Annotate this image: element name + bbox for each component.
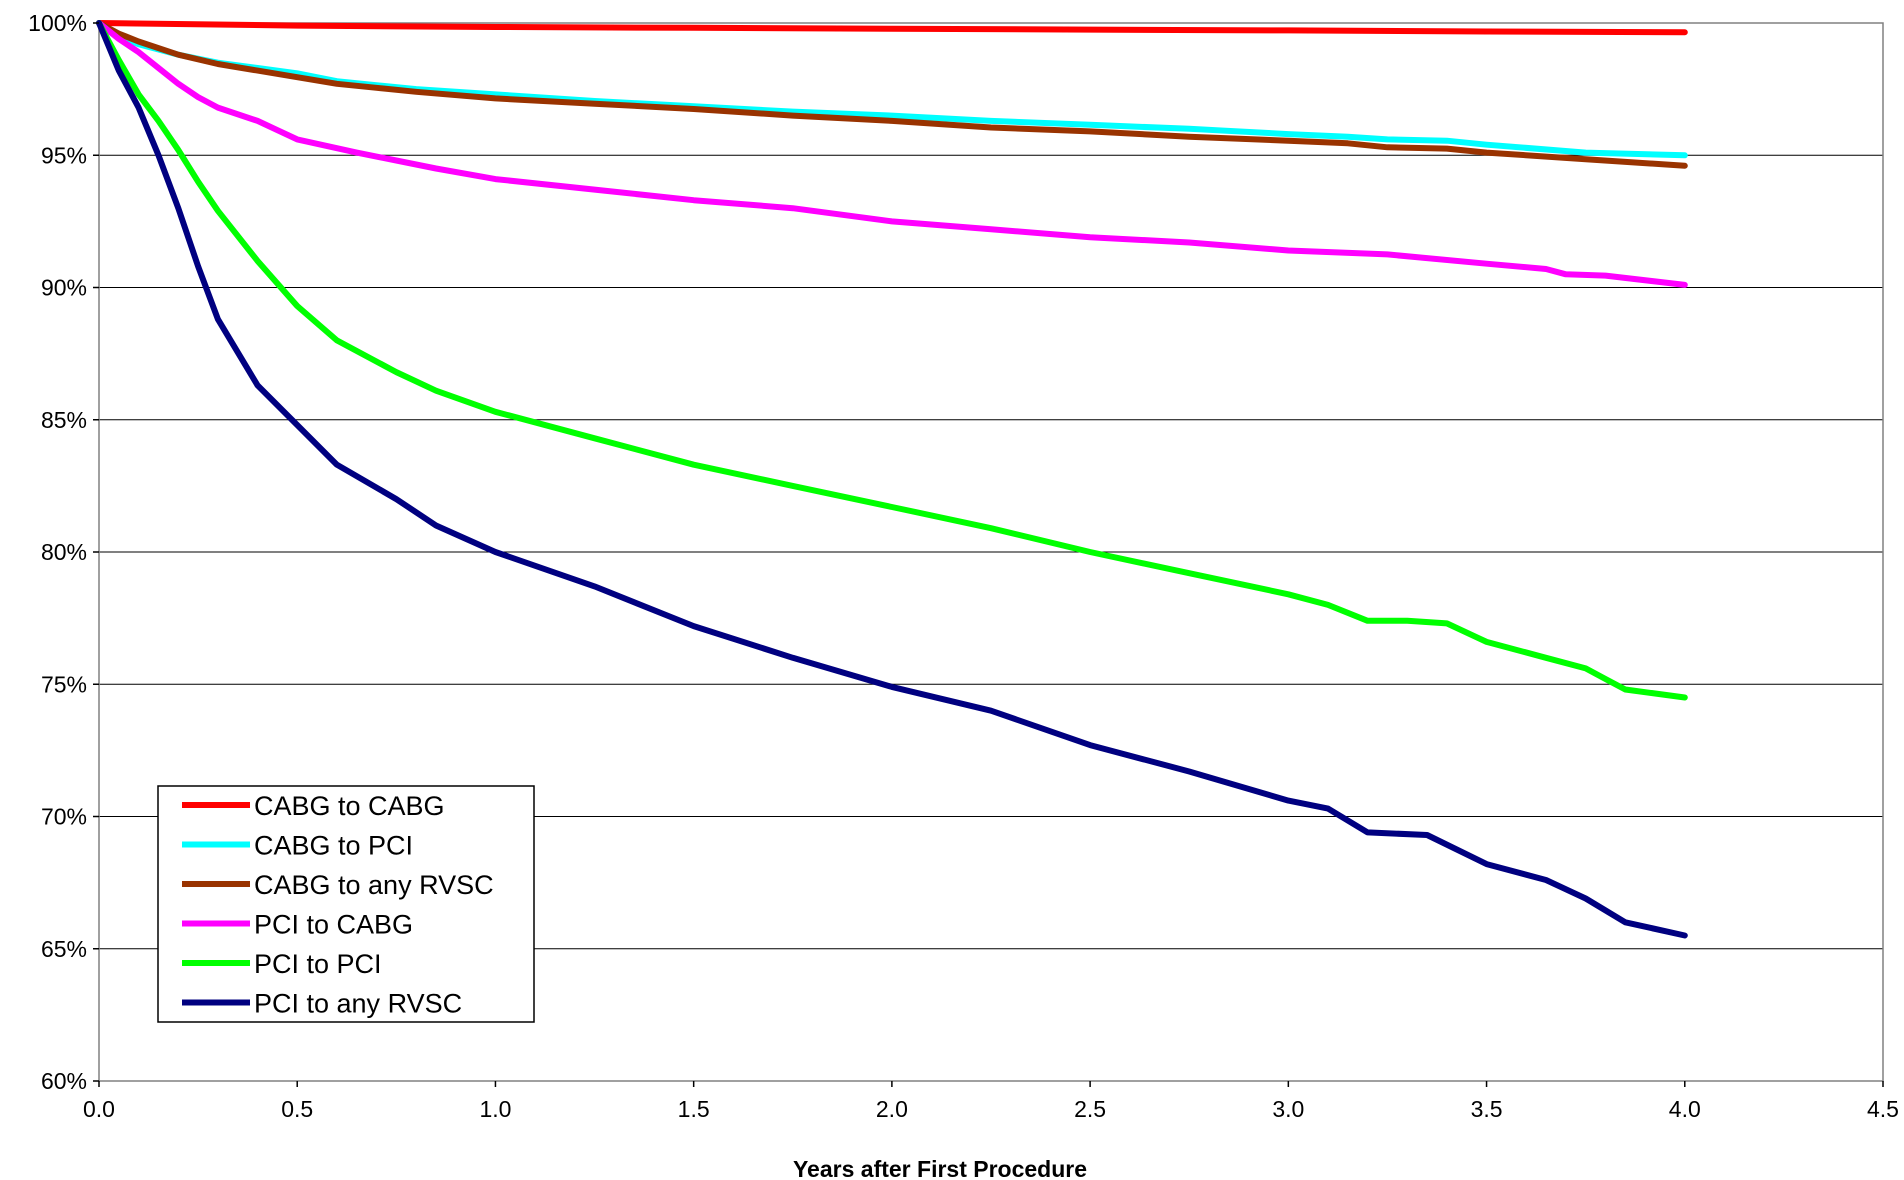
- y-tick-label: 75%: [41, 671, 87, 697]
- y-tick-label: 60%: [41, 1068, 87, 1094]
- legend-box: [157, 785, 535, 1023]
- y-tick-label: 95%: [41, 142, 87, 168]
- x-axis-title: Years after First Procedure: [793, 1156, 1087, 1180]
- axes: [93, 22, 1884, 1087]
- x-tick-label: 2.5: [1074, 1096, 1106, 1122]
- series-line-2: [96, 20, 1688, 169]
- legend-label-3: PCI to CABG: [254, 910, 413, 940]
- legend-label-1: CABG to PCI: [254, 831, 413, 861]
- legend-label-2: CABG to any RVSC: [254, 870, 494, 900]
- y-tick-label: 70%: [41, 804, 87, 830]
- x-tick-label: 0.0: [83, 1096, 115, 1122]
- legend-items: CABG to CABG CABG to PCI CABG to any RVSC P…: [182, 791, 494, 1019]
- x-tick-labels: 0.0 0.5 1.0 1.5 2.0 2.5 3.0 3.5 4.0 4.5: [83, 1096, 1899, 1122]
- x-tick-label: 3.0: [1272, 1096, 1304, 1122]
- series-line-3: [96, 20, 1688, 288]
- series-line-0: [96, 20, 1688, 36]
- legend-label-5: PCI to any RVSC: [254, 989, 462, 1019]
- legend: CABG to CABG CABG to PCI CABG to any RVSC P…: [157, 785, 535, 1023]
- y-tick-labels: 60% 65% 70% 75% 80% 85% 90% 95% 100%: [28, 10, 87, 1094]
- x-tick-label: 1.0: [479, 1096, 511, 1122]
- series-line-4: [96, 20, 1688, 701]
- y-tick-label: 85%: [41, 407, 87, 433]
- x-tick-label: 4.5: [1867, 1096, 1899, 1122]
- x-tick-label: 2.0: [876, 1096, 908, 1122]
- x-tick-label: 0.5: [281, 1096, 313, 1122]
- series-lines: [96, 20, 1688, 939]
- series-line-1: [96, 20, 1688, 159]
- series-line-5: [96, 20, 1688, 939]
- x-tick-label: 3.5: [1471, 1096, 1503, 1122]
- legend-label-4: PCI to PCI: [254, 949, 382, 979]
- y-tick-label: 80%: [41, 539, 87, 565]
- y-tick-label: 100%: [28, 10, 87, 36]
- x-tick-label: 4.0: [1669, 1096, 1701, 1122]
- x-tick-label: 1.5: [678, 1096, 710, 1122]
- y-tick-label: 90%: [41, 275, 87, 301]
- legend-label-0: CABG to CABG: [254, 791, 445, 821]
- y-tick-label: 65%: [41, 936, 87, 962]
